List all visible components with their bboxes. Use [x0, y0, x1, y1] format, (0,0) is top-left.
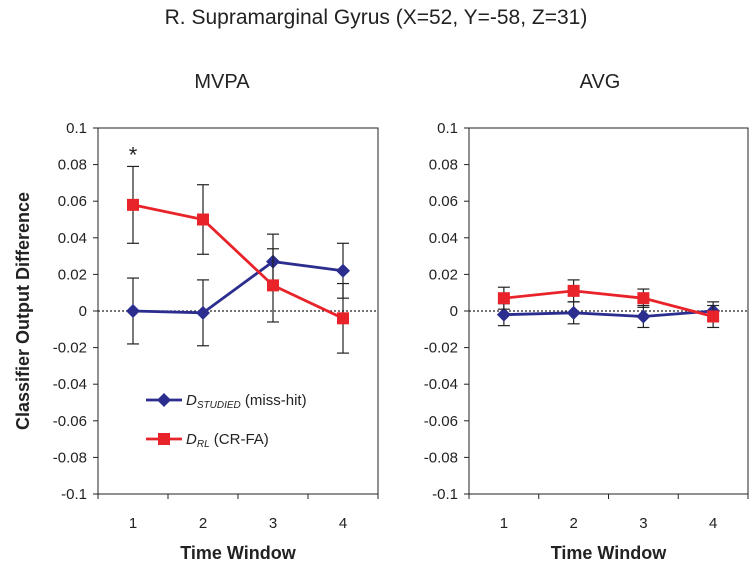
y-tick-label: 0.1: [437, 120, 458, 137]
panel-mvpa: MVPA 0.1 0.08 0.06 0.04 0.02 0 -0.02 -0.04 -0.06 -…: [53, 71, 379, 563]
data-point-rl: [567, 284, 580, 297]
x-tick-label: 1: [129, 515, 137, 532]
x-tick-label: 4: [339, 515, 347, 532]
legend-marker-studied: [157, 393, 171, 407]
legend-suffix: (CR-FA): [210, 431, 269, 448]
y-tick-label: 0.04: [58, 230, 87, 247]
data-point-studied: [196, 305, 210, 320]
data-point-rl: [497, 292, 510, 305]
y-tick-label: -0.08: [53, 449, 87, 466]
y-tick-label: -0.08: [424, 449, 458, 466]
y-tick-label: 0.06: [58, 193, 87, 210]
data-point-rl: [127, 198, 139, 211]
legend-subscript: STUDIED: [197, 400, 241, 411]
figure-title: R. Supramarginal Gyrus (X=52, Y=-58, Z=3…: [164, 6, 588, 29]
y-tick-label: -0.1: [432, 486, 458, 503]
y-tick-label: -0.06: [424, 413, 458, 430]
y-tick-label: 0.04: [429, 230, 458, 247]
series-line-rl: [132, 203, 344, 320]
legend-suffix: (miss-hit): [241, 392, 307, 409]
series-line-rl: [503, 289, 714, 318]
panel-title: AVG: [580, 71, 621, 93]
y-tick-label: -0.1: [61, 486, 87, 503]
legend: DSTUDIED (miss-hit)DRL (CR-FA): [146, 392, 307, 450]
x-tick-label: 2: [199, 515, 207, 532]
x-tick-label: 3: [639, 515, 647, 532]
x-axis-label: Time Window: [180, 543, 297, 563]
data-point-rl: [707, 310, 720, 323]
data-point-studied: [336, 263, 350, 278]
series-line-studied: [132, 260, 344, 315]
data-point-studied: [636, 309, 651, 324]
legend-subscript: RL: [197, 439, 210, 450]
y-tick-label: -0.06: [53, 413, 87, 430]
data-point-rl: [267, 279, 279, 292]
data-point-rl: [337, 312, 349, 325]
y-tick-label: 0.1: [66, 120, 87, 137]
data-point-rl: [637, 292, 650, 305]
y-tick-label: -0.04: [424, 376, 458, 393]
y-tick-label: -0.04: [53, 376, 87, 393]
legend-label-studied: DSTUDIED (miss-hit): [186, 392, 307, 411]
legend-symbol: D: [186, 392, 197, 409]
x-tick-label: 4: [709, 515, 717, 532]
data-point-studied: [566, 305, 581, 320]
y-tick-label: -0.02: [424, 340, 458, 357]
y-tick-label: -0.02: [53, 340, 87, 357]
x-tick-label: 1: [500, 515, 508, 532]
significance-asterisk: *: [129, 142, 138, 167]
y-tick-label: 0.02: [429, 266, 458, 283]
y-tick-label: 0: [450, 303, 458, 320]
panel-title: MVPA: [194, 71, 250, 93]
x-tick-label: 3: [269, 515, 277, 532]
y-tick-label: 0.02: [58, 266, 87, 283]
data-point-rl: [197, 213, 209, 226]
y-tick-label: 0.08: [429, 157, 458, 174]
x-tick-label: 2: [569, 515, 577, 532]
data-point-studied: [496, 307, 511, 322]
series-line-studied: [503, 309, 714, 318]
y-tick-label: 0.08: [58, 157, 87, 174]
legend-symbol: D: [186, 431, 197, 448]
y-tick-label: 0: [79, 303, 87, 320]
panel-avg: AVG 0.1 0.08 0.06 0.04 0.02 0 -0.02 -0.04 -0.06 -0…: [424, 71, 749, 563]
y-axis-label: Classifier Output Difference: [13, 192, 33, 430]
y-tick-label: 0.06: [429, 193, 458, 210]
data-point-studied: [126, 304, 140, 318]
x-axis-label: Time Window: [551, 543, 668, 563]
legend-label-rl: DRL (CR-FA): [186, 431, 269, 450]
legend-marker-rl: [158, 433, 170, 445]
